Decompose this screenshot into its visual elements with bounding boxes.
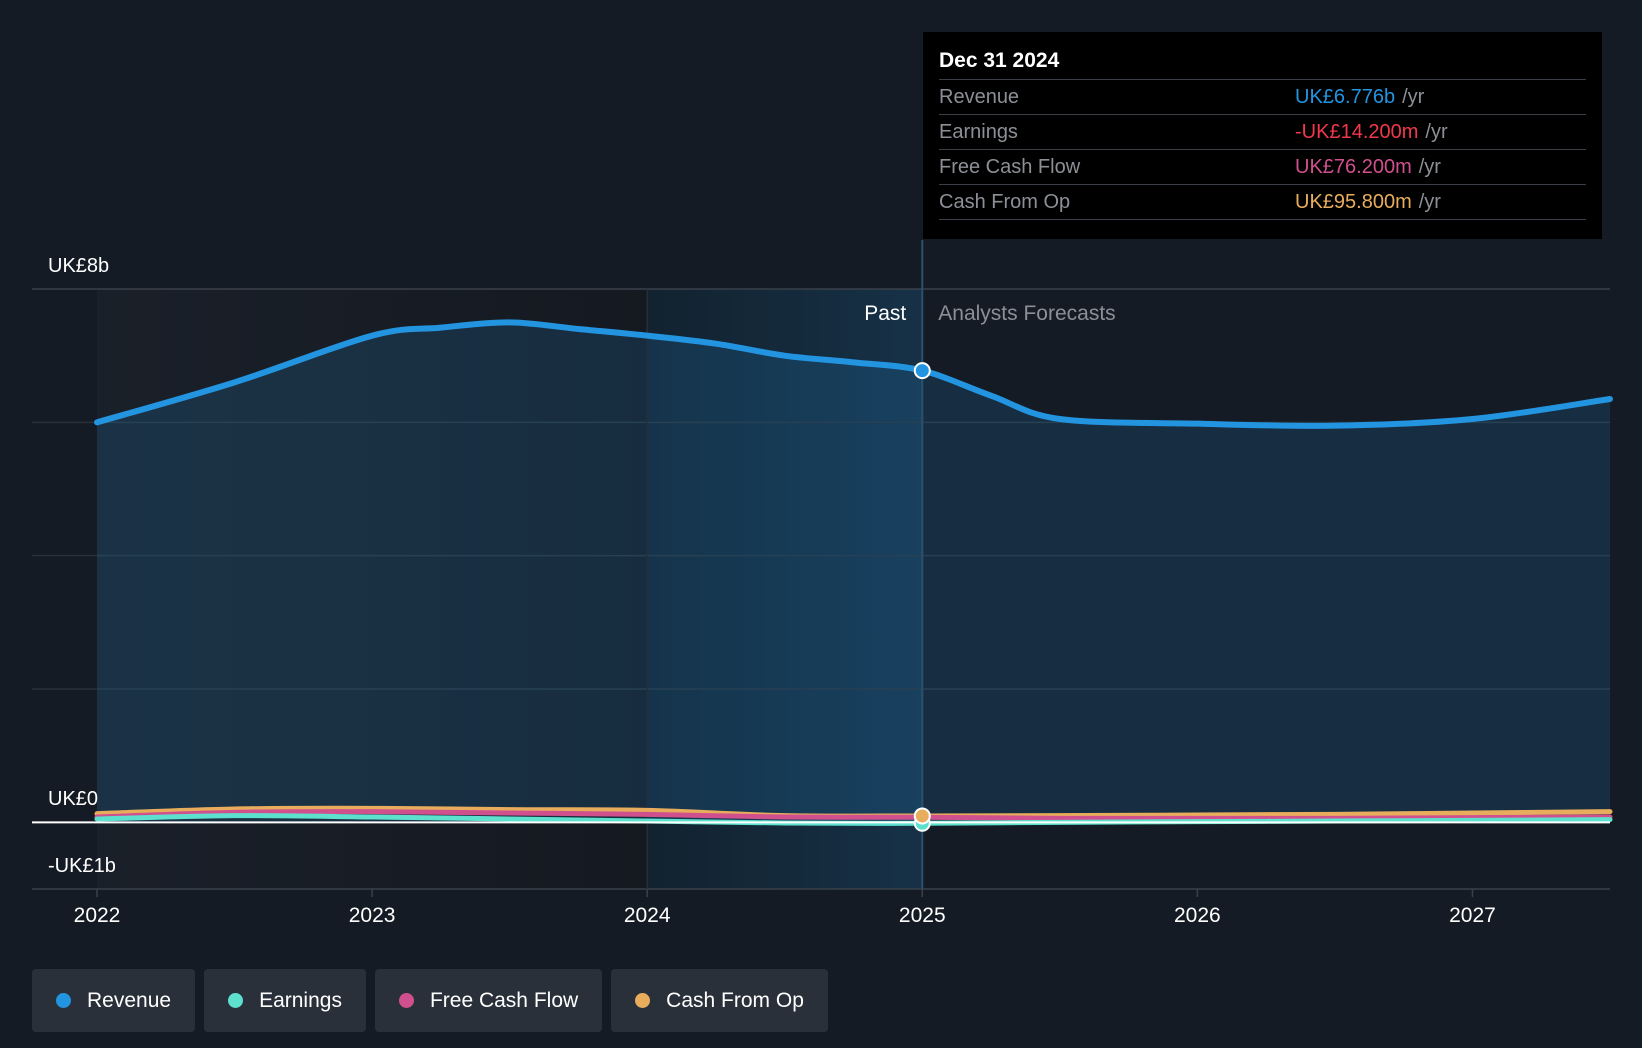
tooltip-unit: /yr (1418, 155, 1441, 178)
x-tick-label: 2027 (1449, 904, 1496, 927)
tooltip-label: Free Cash Flow (939, 155, 1081, 178)
revenue-marker (913, 362, 931, 380)
tooltip-label: Cash From Op (939, 190, 1071, 213)
tooltip-label: Earnings (939, 120, 1018, 143)
past-label: Past (864, 302, 906, 325)
revenue-dot-icon (56, 993, 71, 1008)
x-tick-label: 2026 (1174, 904, 1221, 927)
revenue-area (97, 322, 1610, 823)
legend-item-cash-from-op[interactable]: Cash From Op (611, 969, 828, 1032)
tooltip-unit: /yr (1425, 120, 1448, 143)
tooltip-row-free-cash-flow: Free Cash Flow UK£76.200m /yr (939, 149, 1586, 184)
legend-item-free-cash-flow[interactable]: Free Cash Flow (374, 969, 603, 1032)
series-line-free-cash-flow (94, 809, 1613, 821)
tooltip-unit: /yr (1418, 190, 1441, 213)
legend-label: Revenue (87, 988, 172, 1012)
x-tick-label: 2024 (624, 904, 671, 927)
tooltip-row-cash-from-op: Cash From Op UK£95.800m /yr (939, 184, 1586, 220)
x-tick-label: 2025 (899, 904, 946, 927)
tooltip-row-earnings: Earnings -UK£14.200m /yr (939, 114, 1586, 149)
forecast-label: Analysts Forecasts (938, 302, 1115, 325)
y-label-top: UK£8b (48, 255, 109, 277)
cash-from-op-dot-icon (635, 993, 651, 1008)
highlight-region (647, 289, 923, 889)
legend-label: Free Cash Flow (429, 988, 579, 1012)
tooltip-unit: /yr (1402, 85, 1425, 108)
tooltip-value: -UK£14.200m (1295, 120, 1419, 143)
legend-item-revenue[interactable]: Revenue (32, 969, 196, 1032)
legend-label: Earnings (259, 988, 342, 1012)
tooltip-row-revenue: Revenue UK£6.776b /yr (939, 79, 1586, 114)
cash-from-op-marker (913, 807, 931, 825)
tooltip-value: UK£76.200m (1295, 155, 1412, 178)
tooltip: Dec 31 2024 Revenue UK£6.776b /yr Earnin… (923, 32, 1602, 239)
legend-label: Cash From Op (666, 988, 804, 1012)
tooltip-label: Revenue (939, 85, 1020, 108)
y-label-zero: UK£0 (48, 788, 98, 810)
earnings-dot-icon (228, 993, 244, 1008)
legend-item-earnings[interactable]: Earnings (204, 969, 366, 1032)
free-cash-flow-dot-icon (398, 993, 414, 1008)
tooltip-date: Dec 31 2024 (939, 49, 1060, 72)
legend: Revenue Earnings Free Cash Flow Cash Fro… (32, 969, 828, 1032)
series-line-revenue (94, 319, 1613, 429)
tooltip-value: UK£6.776b (1295, 85, 1396, 108)
y-label-bottom: -UK£1b (48, 855, 116, 877)
x-tick-label: 2022 (74, 904, 121, 927)
x-tick-label: 2023 (349, 904, 396, 927)
tooltip-value: UK£95.800m (1295, 190, 1412, 213)
chart: UK£8b UK£0 -UK£1b 2022 2023 2024 2025 2026 2027 P… (32, 240, 1613, 927)
